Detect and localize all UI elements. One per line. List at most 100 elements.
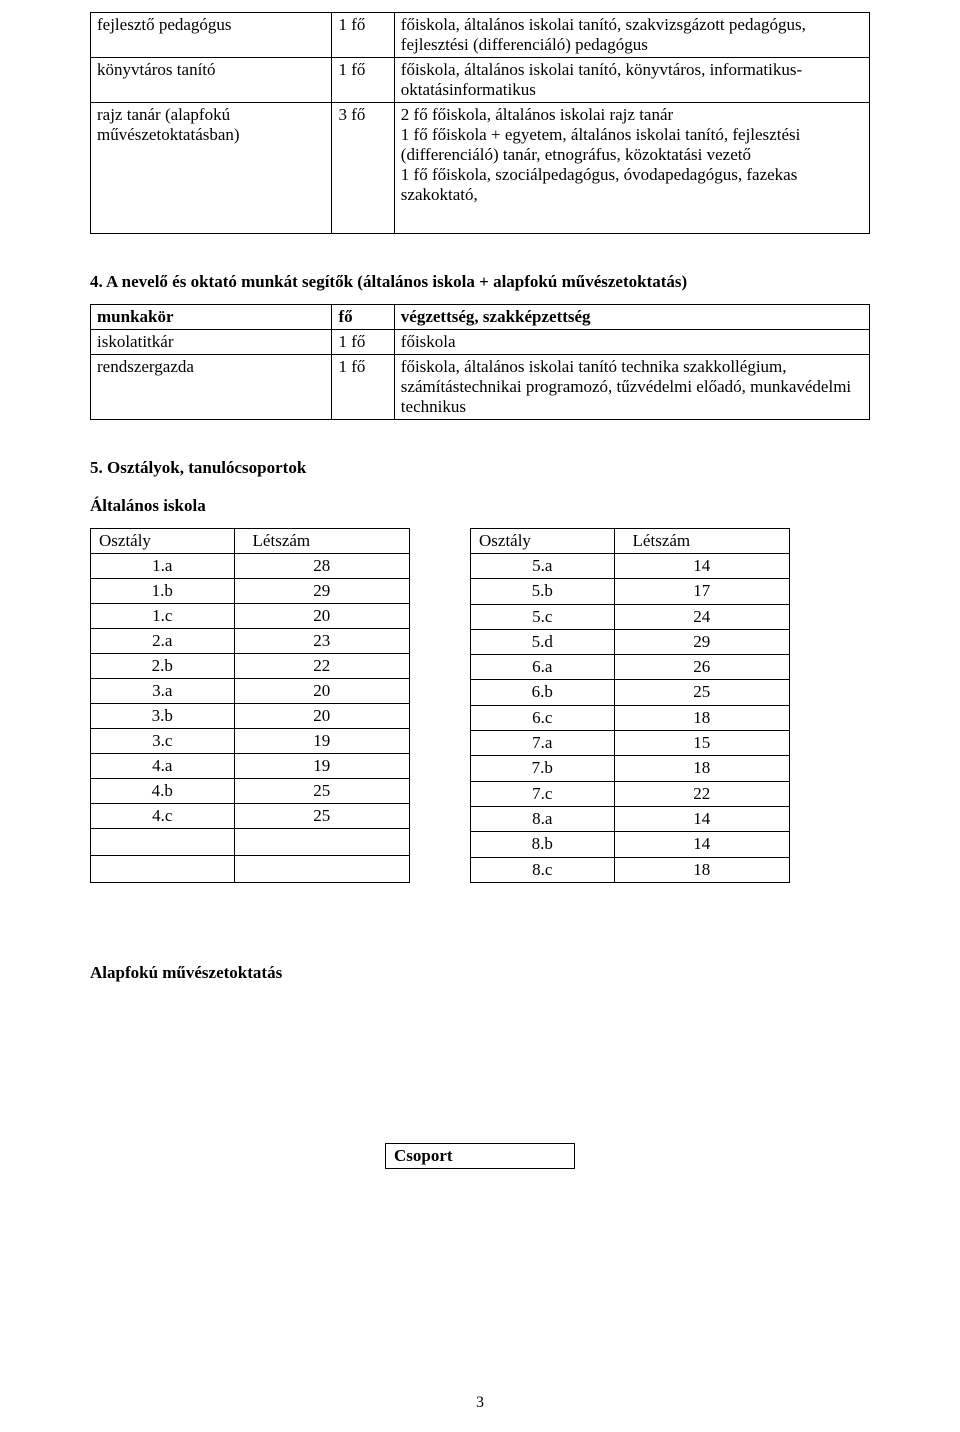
table-row: 8.c18 bbox=[471, 857, 790, 882]
class-size-cell: 28 bbox=[234, 554, 409, 579]
class-name-cell: 3.c bbox=[91, 729, 235, 754]
staff-table-1: fejlesztő pedagógus1 főfőiskola, általán… bbox=[90, 12, 870, 234]
col-header-osztaly: Osztály bbox=[91, 529, 235, 554]
table-row: 4.b25 bbox=[91, 779, 410, 804]
class-name-cell: 5.a bbox=[471, 554, 615, 579]
count-cell: 1 fő bbox=[332, 330, 394, 355]
class-name-cell: 4.b bbox=[91, 779, 235, 804]
table-row: rajz tanár (alapfokú művészetoktatásban)… bbox=[91, 103, 870, 234]
table-row: 2.b22 bbox=[91, 654, 410, 679]
qual-cell: főiskola, általános iskolai tanító, szak… bbox=[394, 13, 869, 58]
class-table-left: Osztály Létszám 1.a281.b291.c202.a232.b2… bbox=[90, 528, 410, 883]
role-cell: fejlesztő pedagógus bbox=[91, 13, 332, 58]
table-row: 1.b29 bbox=[91, 579, 410, 604]
col-header-letszam: Létszám bbox=[614, 529, 789, 554]
class-size-cell: 14 bbox=[614, 554, 789, 579]
qual-cell: főiskola, általános iskolai tanító, köny… bbox=[394, 58, 869, 103]
class-name-cell: 5.b bbox=[471, 579, 615, 604]
qual-cell: főiskola, általános iskolai tanító techn… bbox=[394, 355, 869, 420]
class-size-cell: 25 bbox=[234, 779, 409, 804]
table-row: iskolatitkár1 főfőiskola bbox=[91, 330, 870, 355]
class-table-right: Osztály Létszám 5.a145.b175.c245.d296.a2… bbox=[470, 528, 790, 883]
class-name-cell: 5.c bbox=[471, 604, 615, 629]
table-row: 1.a28 bbox=[91, 554, 410, 579]
count-cell: 3 fő bbox=[332, 103, 394, 234]
table-row: fejlesztő pedagógus1 főfőiskola, általán… bbox=[91, 13, 870, 58]
class-size-cell: 14 bbox=[614, 806, 789, 831]
class-tables-container: Osztály Létszám 1.a281.b291.c202.a232.b2… bbox=[90, 528, 870, 883]
class-size-cell: 18 bbox=[614, 705, 789, 730]
table-row: 5.d29 bbox=[471, 629, 790, 654]
class-size-cell: 25 bbox=[234, 804, 409, 829]
class-name-cell: 3.a bbox=[91, 679, 235, 704]
table-header-row: munkakörfővégzettség, szakképzettség bbox=[91, 305, 870, 330]
class-name-cell: 8.b bbox=[471, 832, 615, 857]
table-row: 3.a20 bbox=[91, 679, 410, 704]
table-row: 6.b25 bbox=[471, 680, 790, 705]
table-row: 7.c22 bbox=[471, 781, 790, 806]
count-cell: 1 fő bbox=[332, 58, 394, 103]
class-size-cell: 19 bbox=[234, 729, 409, 754]
table-row: 7.b18 bbox=[471, 756, 790, 781]
table-row: 8.b14 bbox=[471, 832, 790, 857]
table-row: 4.c25 bbox=[91, 804, 410, 829]
class-name-cell: 8.a bbox=[471, 806, 615, 831]
table-row: 4.a19 bbox=[91, 754, 410, 779]
table-row: 3.b20 bbox=[91, 704, 410, 729]
class-size-cell: 15 bbox=[614, 731, 789, 756]
class-name-cell: 7.a bbox=[471, 731, 615, 756]
class-name-cell: 2.a bbox=[91, 629, 235, 654]
class-name-cell: 8.c bbox=[471, 857, 615, 882]
class-size-cell bbox=[234, 829, 409, 856]
heading-section-4: 4. A nevelő és oktató munkát segítők (ál… bbox=[90, 272, 870, 292]
table-row bbox=[91, 856, 410, 883]
class-size-cell: 17 bbox=[614, 579, 789, 604]
class-name-cell: 1.b bbox=[91, 579, 235, 604]
class-size-cell: 18 bbox=[614, 857, 789, 882]
class-name-cell: 4.a bbox=[91, 754, 235, 779]
class-name-cell bbox=[91, 856, 235, 883]
csoport-label: Csoport bbox=[386, 1144, 575, 1169]
class-size-cell: 19 bbox=[234, 754, 409, 779]
class-size-cell: 14 bbox=[614, 832, 789, 857]
table-row bbox=[91, 829, 410, 856]
table-row: 2.a23 bbox=[91, 629, 410, 654]
table-row: 6.a26 bbox=[471, 655, 790, 680]
class-size-cell: 20 bbox=[234, 704, 409, 729]
staff-table-2: munkakörfővégzettség, szakképzettségisko… bbox=[90, 304, 870, 420]
class-size-cell: 24 bbox=[614, 604, 789, 629]
class-name-cell: 3.b bbox=[91, 704, 235, 729]
table-row: 5.c24 bbox=[471, 604, 790, 629]
class-size-cell: 18 bbox=[614, 756, 789, 781]
class-size-cell: 23 bbox=[234, 629, 409, 654]
class-name-cell: 2.b bbox=[91, 654, 235, 679]
qual-cell: főiskola bbox=[394, 330, 869, 355]
class-name-cell: 5.d bbox=[471, 629, 615, 654]
role-cell: iskolatitkár bbox=[91, 330, 332, 355]
table-row: könyvtáros tanító1 főfőiskola, általános… bbox=[91, 58, 870, 103]
role-cell: rajz tanár (alapfokú művészetoktatásban) bbox=[91, 103, 332, 234]
role-cell: könyvtáros tanító bbox=[91, 58, 332, 103]
subheading-art-education: Alapfokú művészetoktatás bbox=[90, 963, 870, 983]
table-row: 6.c18 bbox=[471, 705, 790, 730]
class-size-cell: 22 bbox=[234, 654, 409, 679]
class-name-cell: 6.b bbox=[471, 680, 615, 705]
class-size-cell: 29 bbox=[234, 579, 409, 604]
count-cell: 1 fő bbox=[332, 355, 394, 420]
class-name-cell: 6.a bbox=[471, 655, 615, 680]
class-name-cell: 1.a bbox=[91, 554, 235, 579]
table-row: 5.a14 bbox=[471, 554, 790, 579]
class-size-cell: 20 bbox=[234, 679, 409, 704]
class-name-cell bbox=[91, 829, 235, 856]
class-size-cell: 20 bbox=[234, 604, 409, 629]
count-cell: 1 fő bbox=[332, 13, 394, 58]
class-name-cell: 1.c bbox=[91, 604, 235, 629]
table-row: 1.c20 bbox=[91, 604, 410, 629]
class-size-cell: 26 bbox=[614, 655, 789, 680]
csoport-box: Csoport bbox=[385, 1143, 575, 1169]
qual-header: végzettség, szakképzettség bbox=[394, 305, 869, 330]
col-header-letszam: Létszám bbox=[234, 529, 409, 554]
heading-section-5: 5. Osztályok, tanulócsoportok bbox=[90, 458, 870, 478]
count-header: fő bbox=[332, 305, 394, 330]
class-size-cell: 29 bbox=[614, 629, 789, 654]
